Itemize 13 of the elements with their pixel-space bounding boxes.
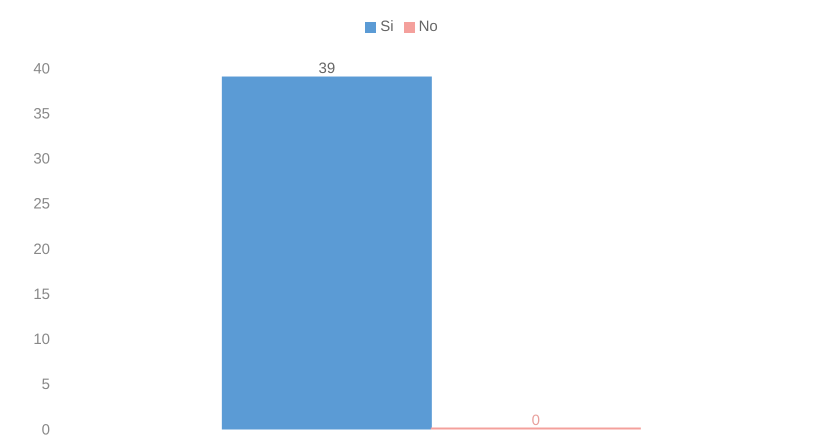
- y-tick-label: 20: [33, 240, 50, 258]
- y-tick-label: 25: [33, 196, 50, 213]
- y-tick-label: 0: [42, 421, 50, 438]
- legend-label: Si: [380, 18, 394, 35]
- y-tick-label: 15: [33, 286, 50, 303]
- y-tick-label: 35: [33, 105, 50, 122]
- y-tick-label: 10: [33, 331, 50, 348]
- legend-label: No: [418, 18, 438, 35]
- y-tick-label: 5: [42, 376, 50, 394]
- data-label: 39: [318, 60, 336, 78]
- data-label: 0: [532, 412, 540, 429]
- y-tick-label: 30: [33, 150, 50, 168]
- y-tick-label: 40: [33, 60, 50, 78]
